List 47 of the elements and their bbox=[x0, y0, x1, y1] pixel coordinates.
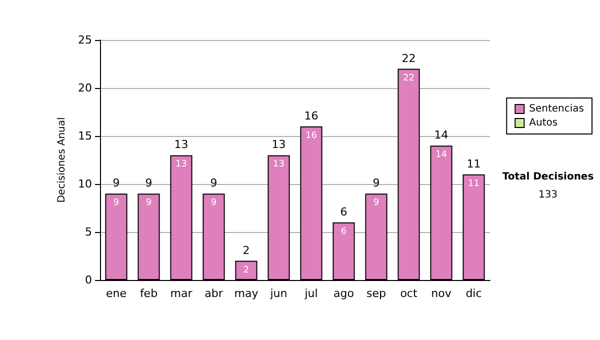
total-label: 6 bbox=[340, 205, 348, 218]
y-tick-label: 10 bbox=[78, 178, 92, 190]
data-label: 16 bbox=[306, 130, 318, 141]
total-label: 9 bbox=[112, 176, 120, 190]
x-tick-label: jul bbox=[304, 287, 318, 300]
total-label: 16 bbox=[304, 109, 318, 122]
y-tick-label: 5 bbox=[85, 226, 92, 238]
x-tick-label: feb bbox=[140, 287, 158, 300]
x-tick-label: may bbox=[234, 287, 259, 300]
data-label: 14 bbox=[436, 150, 448, 160]
total-label: 9 bbox=[210, 176, 218, 190]
x-tick-label: oct bbox=[400, 287, 418, 300]
x-tick-label: dic bbox=[466, 287, 482, 300]
y-tick-label: 0 bbox=[85, 274, 92, 286]
y-tick-label: 20 bbox=[78, 82, 92, 94]
data-label: 13 bbox=[176, 160, 187, 170]
data-label: 13 bbox=[273, 160, 284, 170]
data-label: 6 bbox=[340, 226, 347, 237]
x-tick-label: jun bbox=[269, 287, 288, 300]
legend-label: Sentencias bbox=[529, 104, 584, 114]
total-label: 9 bbox=[372, 176, 380, 190]
total-label: 14 bbox=[434, 128, 448, 142]
total-label: 13 bbox=[272, 138, 286, 152]
text: Total Decisiones bbox=[502, 172, 594, 182]
x-tick-label: mar bbox=[170, 287, 193, 300]
total-label: 11 bbox=[466, 157, 481, 170]
x-tick-label: ene bbox=[106, 287, 127, 300]
total-label: 2 bbox=[242, 244, 250, 257]
data-label: 2 bbox=[243, 265, 250, 276]
text: 133 bbox=[538, 190, 558, 200]
y-tick-label: 15 bbox=[78, 130, 92, 142]
data-label: 9 bbox=[210, 198, 217, 208]
x-tick-label: sep bbox=[366, 287, 386, 300]
y-tick-label: 25 bbox=[78, 34, 92, 46]
data-label: 9 bbox=[373, 198, 380, 208]
total-label: 22 bbox=[402, 52, 416, 65]
data-label: 9 bbox=[113, 198, 120, 208]
x-tick-label: abr bbox=[204, 287, 224, 300]
data-label: 11 bbox=[468, 178, 480, 189]
x-tick-label: ago bbox=[334, 287, 354, 300]
total-label: 9 bbox=[145, 176, 152, 190]
data-label: 9 bbox=[146, 198, 152, 208]
data-label: 22 bbox=[403, 73, 414, 84]
legend-label: Autos bbox=[529, 118, 558, 128]
y-axis-title: Decisiones Anual bbox=[56, 117, 68, 203]
total-label: 13 bbox=[174, 138, 188, 152]
x-tick-label: nov bbox=[431, 287, 452, 300]
